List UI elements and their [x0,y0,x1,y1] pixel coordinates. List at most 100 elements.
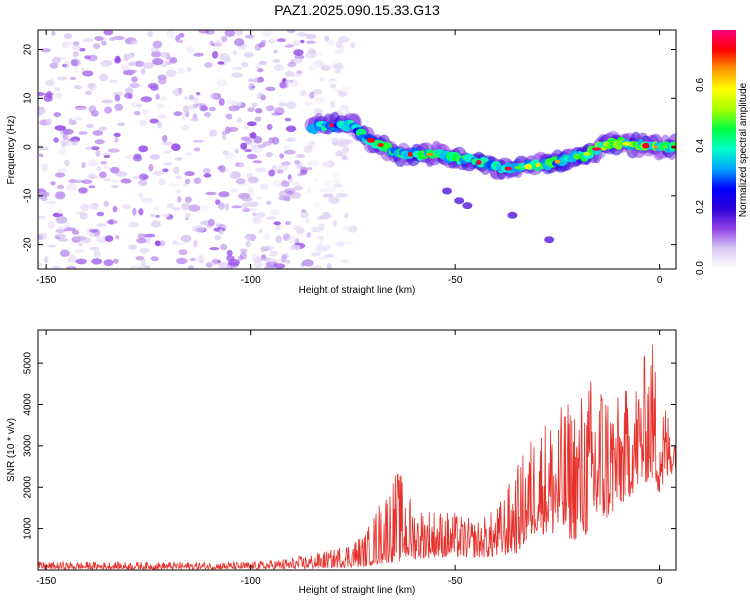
heatmap-cell [104,106,113,114]
heatmap-cell [278,190,290,198]
heatmap-cell [73,65,79,74]
heatmap-cell [248,83,256,91]
heatmap-cell [173,111,183,117]
heatmap-cell [159,240,166,247]
heatmap-cell [163,162,172,166]
heatmap-cell [300,89,306,96]
heatmap-cell [275,235,283,243]
heatmap-cell [219,165,226,173]
heatmap-cell [172,88,183,97]
heatmap-cell [306,232,312,238]
heatmap-cell [54,191,66,200]
heatmap-cell [193,52,204,57]
heatmap-cell [224,152,236,160]
heatmap-cell [504,166,512,171]
heatmap-cell [350,41,356,49]
heatmap-cell [96,236,108,243]
heatmap-cell [290,192,302,199]
heatmap-cell [662,145,669,149]
heatmap-cell [219,167,229,173]
heatmap-cell [342,225,351,231]
heatmap-cell [111,184,120,189]
heatmap-cell [335,40,343,49]
heatmap-cell [200,105,209,112]
heatmap-cell [188,204,201,212]
heatmap-cell [266,105,275,112]
spectrogram-x-ticks: -150 -100 -50 0 [36,30,663,286]
heatmap-cell [234,38,245,47]
heatmap-cell [140,197,153,203]
heatmap-cell [306,187,312,194]
heatmap-cell [130,40,140,45]
heatmap-cell [232,50,238,55]
heatmap-cell [38,234,44,241]
heatmap-cell [267,257,277,263]
heatmap-cell [224,30,236,37]
heatmap-cell [194,256,206,262]
heatmap-cell [114,137,119,143]
heatmap-cell [114,94,121,102]
heatmap-cell [147,31,154,37]
heatmap-cell [185,46,196,54]
heatmap-cell [301,209,307,213]
heatmap-cell [213,39,223,48]
heatmap-cell [103,165,111,170]
heatmap-cell [195,227,205,233]
heatmap-cell [310,265,322,269]
heatmap-cell [64,159,70,167]
heatmap-cell [263,245,275,251]
heatmap-cell [258,228,264,234]
heatmap-cell [95,149,101,157]
heatmap-cell [217,79,227,87]
heatmap-cell [554,159,561,164]
heatmap-cell [293,49,304,56]
heatmap-cell [141,68,146,75]
heatmap-cell [315,51,323,57]
heatmap-cell [174,157,183,161]
heatmap-cell [183,96,190,101]
heatmap-cell [222,56,231,62]
heatmap-cell [251,253,257,260]
heatmap-cell [334,49,344,55]
heatmap-cell [314,96,325,104]
snr-x-tick-label: -150 [36,576,56,587]
heatmap-cell [242,208,250,213]
heatmap-cell [193,239,198,248]
heatmap-cell [292,40,300,47]
heatmap-cell [173,166,180,175]
heatmap-cell [327,39,335,47]
heatmap-cell [54,87,61,91]
heatmap-cell [74,248,85,254]
heatmap-cell [321,211,331,220]
heatmap-cell [342,146,349,154]
heatmap-cell [252,212,257,216]
heatmap-cell [240,136,251,142]
heatmap-cell [88,185,96,189]
heatmap-cell [125,40,131,45]
heatmap-cell [227,258,240,266]
heatmap-cell [334,70,341,74]
heatmap-cell [63,61,70,70]
heatmap-cell [317,235,324,240]
heatmap-cell [61,141,66,149]
heatmap-cell [231,72,244,78]
heatmap-cell [145,237,151,244]
heatmap-cell [162,141,174,146]
heatmap-cell [307,167,313,170]
heatmap-cell [318,223,325,232]
heatmap-cell [257,144,267,148]
heatmap-cell [54,125,66,131]
heatmap-cell [138,208,144,216]
heatmap-cell [150,85,159,91]
heatmap-cell [331,138,338,146]
heatmap-cell [238,255,243,261]
heatmap-cell [284,44,294,48]
heatmap-cell [38,91,44,97]
heatmap-cell [175,175,183,180]
heatmap-cell [273,263,286,269]
spectrogram-x-tick-label: -150 [36,275,56,286]
heatmap-cell [91,258,103,265]
heatmap-cell [255,108,263,114]
heatmap-cell [208,106,216,112]
heatmap-cell [131,222,140,227]
